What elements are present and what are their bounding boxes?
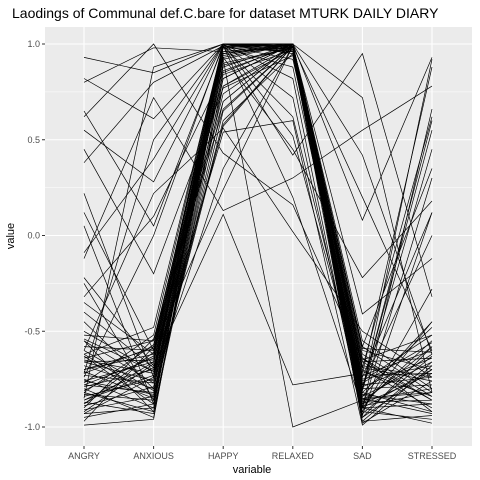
series-line-68	[83, 43, 433, 422]
series-line-49	[83, 43, 433, 361]
series-lines	[83, 43, 433, 428]
series-line-61	[83, 59, 433, 428]
series-line-20	[83, 49, 433, 363]
series-line-7	[83, 56, 433, 352]
series-line-54	[83, 120, 433, 426]
x-tick-label: STRESSED	[408, 451, 457, 461]
series-line-57	[83, 44, 433, 376]
series-line-64	[83, 47, 433, 412]
series-line-70	[83, 43, 433, 397]
x-tick-label: ANGRY	[68, 451, 100, 461]
series-line-4	[83, 45, 433, 297]
series-line-35	[83, 43, 433, 405]
series-line-32	[83, 43, 433, 418]
series-line-16	[83, 127, 433, 378]
series-line-56	[83, 43, 433, 413]
series-line-30	[83, 52, 433, 422]
series-line-50	[83, 54, 433, 408]
series-line-42	[83, 45, 433, 409]
series-line-45	[83, 45, 433, 414]
x-tick-label: HAPPY	[208, 451, 239, 461]
y-axis: -1.0 -0.5 0.0 0.5 1.0	[24, 39, 45, 432]
chart-title: Laodings of Communal def.C.bare for data…	[12, 5, 439, 21]
x-tick-label: RELAXED	[272, 451, 315, 461]
y-tick-label: 0.0	[27, 231, 40, 241]
series-line-43	[83, 43, 433, 411]
series-line-58	[83, 43, 433, 386]
y-tick-label: -1.0	[24, 422, 40, 432]
series-line-28	[83, 45, 433, 409]
series-line-52	[83, 85, 433, 259]
series-line-36	[83, 45, 433, 401]
y-axis-title: value	[5, 223, 17, 249]
series-line-67	[83, 45, 433, 395]
series-line-55	[83, 47, 433, 389]
series-line-39	[83, 45, 433, 414]
series-line-66	[83, 44, 433, 409]
series-line-40	[83, 43, 433, 405]
y-tick-label: -0.5	[24, 326, 40, 336]
x-tick-label: SAD	[353, 451, 372, 461]
y-tick-label: 0.5	[27, 135, 40, 145]
series-line-62	[83, 43, 433, 382]
x-axis-title: variable	[233, 464, 272, 476]
x-axis: ANGRY ANXIOUS HAPPY RELAXED SAD STRESSED	[68, 446, 457, 461]
series-line-5	[83, 43, 433, 392]
series-line-51	[83, 45, 433, 398]
series-line-33	[83, 49, 433, 420]
x-tick-label: ANXIOUS	[133, 451, 174, 461]
y-tick-label: 1.0	[27, 39, 40, 49]
series-line-69	[83, 43, 433, 414]
series-line-60	[83, 43, 433, 419]
